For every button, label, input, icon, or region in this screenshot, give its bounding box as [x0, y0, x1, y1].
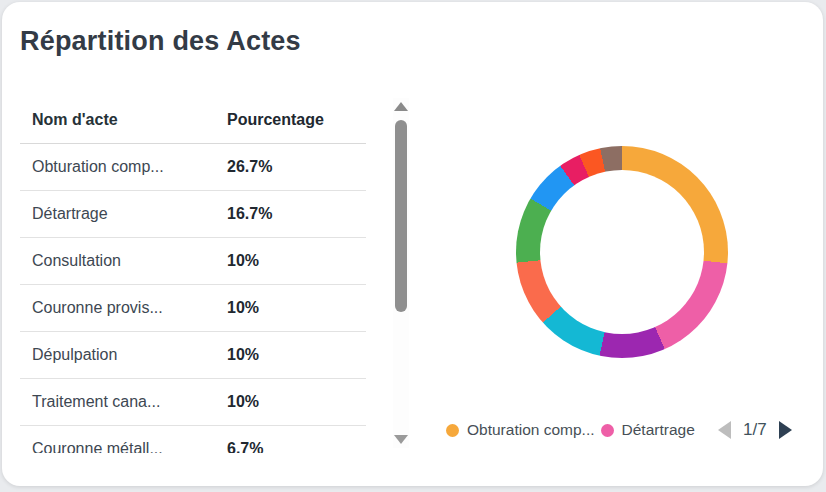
chart-legend: Obturation comp... Détartrage 1/7 [446, 417, 808, 443]
legend-item[interactable]: Détartrage [601, 421, 695, 439]
table-row: Consultation 10% [20, 238, 366, 285]
act-name-cell: Obturation comp... [20, 158, 227, 176]
act-pct-cell: 10% [227, 299, 366, 317]
scroll-down-icon[interactable] [394, 435, 408, 444]
legend-pager: 1/7 [718, 420, 792, 440]
legend-page-indicator: 1/7 [743, 420, 767, 440]
table-row: Couronne provis... 10% [20, 285, 366, 332]
act-name-cell: Détartrage [20, 205, 227, 223]
table-row: Couronne métall... 6.7% [20, 426, 366, 453]
table-scrollbar[interactable] [393, 98, 409, 448]
legend-item-label: Obturation comp... [467, 421, 595, 439]
act-pct-cell: 26.7% [227, 158, 366, 176]
legend-dot-icon [446, 424, 459, 437]
legend-items: Obturation comp... Détartrage [446, 421, 710, 439]
page-title: Répartition des Actes [20, 26, 301, 57]
scroll-up-icon[interactable] [394, 102, 408, 111]
donut-chart[interactable] [516, 146, 728, 358]
act-pct-cell: 10% [227, 346, 366, 364]
act-pct-cell: 10% [227, 393, 366, 411]
act-name-cell: Traitement cana... [20, 393, 227, 411]
repartition-actes-card: Répartition des Actes Nom d'acte Pourcen… [2, 2, 823, 486]
table-row: Détartrage 16.7% [20, 191, 366, 238]
legend-prev-arrow-icon[interactable] [718, 421, 731, 439]
act-name-cell: Couronne provis... [20, 299, 227, 317]
legend-item-label: Détartrage [622, 421, 695, 439]
table-header-row: Nom d'acte Pourcentage [20, 97, 366, 144]
column-header-act-name: Nom d'acte [20, 111, 227, 129]
table-row: Dépulpation 10% [20, 332, 366, 379]
legend-dot-icon [601, 424, 614, 437]
act-pct-cell: 10% [227, 252, 366, 270]
act-name-cell: Consultation [20, 252, 227, 270]
act-name-cell: Dépulpation [20, 346, 227, 364]
table-row: Traitement cana... 10% [20, 379, 366, 426]
column-header-percentage: Pourcentage [227, 111, 366, 129]
scrollbar-thumb[interactable] [395, 120, 407, 312]
donut-hole [540, 170, 704, 334]
legend-item[interactable]: Obturation comp... [446, 421, 595, 439]
act-name-cell: Couronne métall... [20, 440, 227, 453]
act-pct-cell: 16.7% [227, 205, 366, 223]
legend-next-arrow-icon[interactable] [779, 421, 792, 439]
legend-item-clipped[interactable] [701, 424, 708, 437]
acts-table: Nom d'acte Pourcentage Obturation comp..… [20, 97, 366, 453]
act-pct-cell: 6.7% [227, 440, 366, 453]
table-row: Obturation comp... 26.7% [20, 144, 366, 191]
